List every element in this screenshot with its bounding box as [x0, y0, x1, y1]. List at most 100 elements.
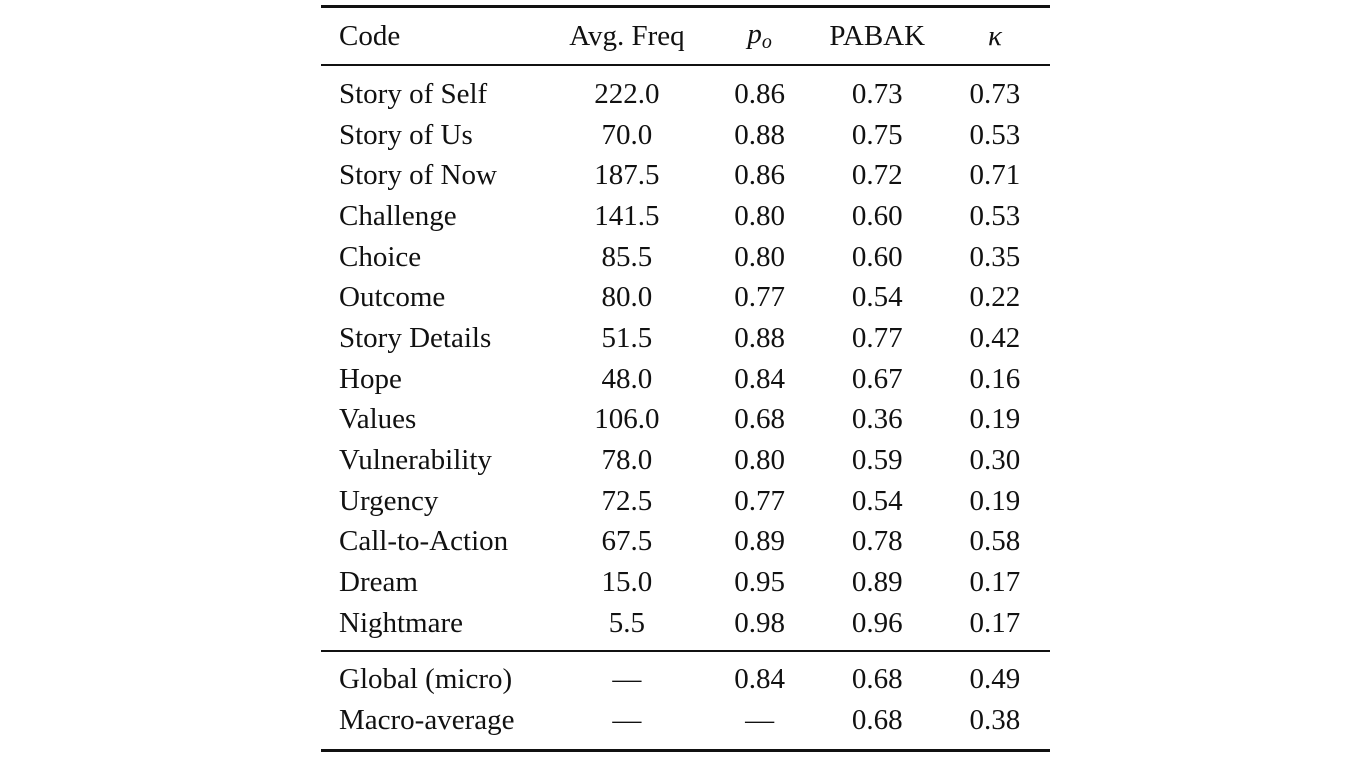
cell-kappa: 0.73 [969, 77, 1021, 110]
cell-pabak: 0.96 [851, 606, 903, 639]
cell-avg-freq: 78.0 [601, 444, 653, 477]
cell-pabak: 0.54 [851, 484, 903, 517]
header-code: Code [339, 19, 401, 52]
cell-pabak: 0.68 [851, 663, 903, 696]
cell-code: Macro-average [339, 704, 515, 737]
cell-pabak: 0.60 [851, 199, 903, 232]
cell-kappa: 0.17 [969, 566, 1021, 599]
cell-po: 0.98 [734, 606, 785, 639]
cell-po: 0.84 [734, 663, 785, 696]
cell-avg-freq: 51.5 [601, 321, 653, 354]
cell-po: 0.84 [734, 362, 785, 395]
cell-avg-freq: 5.5 [608, 606, 646, 639]
cell-po: 0.80 [734, 199, 785, 232]
cell-avg-freq: — [612, 704, 642, 737]
cell-po: — [745, 704, 775, 737]
cell-code: Dream [339, 566, 418, 599]
cell-pabak: 0.36 [851, 403, 903, 436]
cell-avg-freq: 222.0 [594, 77, 660, 110]
cell-kappa: 0.22 [969, 281, 1021, 314]
table-header: Code Avg. Freq po PABAK κ [321, 6, 1050, 66]
cell-code: Story Details [339, 321, 492, 354]
cell-po: 0.95 [734, 566, 785, 599]
cell-code: Urgency [339, 484, 439, 517]
cell-po: 0.88 [734, 118, 785, 151]
cell-pabak: 0.68 [851, 704, 903, 737]
cell-kappa: 0.71 [969, 159, 1021, 192]
summary-row: Macro-average — — 0.68 0.38 [321, 700, 1050, 750]
table-row: Hope 48.0 0.84 0.67 0.16 [321, 359, 1050, 400]
cell-code: Choice [339, 240, 422, 273]
cell-po: 0.80 [734, 240, 785, 273]
cell-avg-freq: 141.5 [594, 199, 660, 232]
header-po-base: p [747, 18, 762, 50]
cell-avg-freq: 15.0 [601, 566, 653, 599]
table-summary: Global (micro) — 0.84 0.68 0.49 Macro-average… [321, 650, 1050, 751]
cell-kappa: 0.53 [969, 118, 1021, 151]
table-row: Dream 15.0 0.95 0.89 0.17 [321, 562, 1050, 603]
cell-kappa: 0.19 [969, 403, 1021, 436]
cell-kappa: 0.58 [969, 525, 1021, 558]
table-row: Story of Us 70.0 0.88 0.75 0.53 [321, 115, 1050, 156]
table-row: Story Details 51.5 0.88 0.77 0.42 [321, 318, 1050, 359]
cell-pabak: 0.72 [851, 159, 903, 192]
cell-code: Challenge [339, 199, 457, 232]
header-pabak: PABAK [829, 19, 926, 52]
header-kappa: κ [987, 19, 1002, 52]
cell-avg-freq: 80.0 [601, 281, 653, 314]
cell-pabak: 0.59 [851, 444, 903, 477]
cell-code: Nightmare [339, 606, 464, 639]
cell-po: 0.77 [734, 281, 785, 314]
cell-pabak: 0.75 [851, 118, 903, 151]
agreement-table: Code Avg. Freq po PABAK κ Story of Self 2… [321, 5, 1050, 752]
cell-pabak: 0.78 [851, 525, 903, 558]
cell-po: 0.80 [734, 444, 785, 477]
cell-code: Call-to-Action [339, 525, 509, 558]
cell-code: Global (micro) [339, 663, 513, 696]
cell-kappa: 0.38 [969, 704, 1021, 737]
table-row: Call-to-Action 67.5 0.89 0.78 0.58 [321, 522, 1050, 563]
summary-row: Global (micro) — 0.84 0.68 0.49 [321, 651, 1050, 701]
header-po-subscript: o [761, 31, 772, 53]
cell-kappa: 0.16 [969, 362, 1021, 395]
cell-po: 0.86 [734, 77, 785, 110]
table-body: Story of Self 222.0 0.86 0.73 0.73 Story of U… [321, 65, 1050, 651]
cell-kappa: 0.49 [969, 663, 1021, 696]
cell-avg-freq: — [612, 663, 642, 696]
header-po: po [705, 7, 815, 66]
cell-pabak: 0.89 [851, 566, 903, 599]
table-row: Urgency 72.5 0.77 0.54 0.19 [321, 481, 1050, 522]
cell-code: Story of Now [339, 159, 497, 192]
cell-kappa: 0.35 [969, 240, 1021, 273]
table-row: Story of Now 187.5 0.86 0.72 0.71 [321, 155, 1050, 196]
cell-kappa: 0.42 [969, 321, 1021, 354]
table-row: Challenge 141.5 0.80 0.60 0.53 [321, 196, 1050, 237]
cell-kappa: 0.17 [969, 606, 1021, 639]
cell-avg-freq: 85.5 [601, 240, 653, 273]
table-row: Story of Self 222.0 0.86 0.73 0.73 [321, 65, 1050, 115]
cell-avg-freq: 187.5 [594, 159, 660, 192]
cell-po: 0.88 [734, 321, 785, 354]
cell-kappa: 0.30 [969, 444, 1021, 477]
cell-avg-freq: 106.0 [594, 403, 660, 436]
cell-pabak: 0.54 [851, 281, 903, 314]
table-row: Outcome 80.0 0.77 0.54 0.22 [321, 277, 1050, 318]
cell-code: Story of Us [339, 118, 473, 151]
agreement-table-container: Code Avg. Freq po PABAK κ Story of Self 2… [321, 5, 1050, 752]
header-row: Code Avg. Freq po PABAK κ [321, 6, 1050, 66]
table-row: Nightmare 5.5 0.98 0.96 0.17 [321, 603, 1050, 651]
cell-avg-freq: 72.5 [601, 484, 653, 517]
cell-code: Values [339, 403, 417, 436]
table-row: Vulnerability 78.0 0.80 0.59 0.30 [321, 440, 1050, 481]
cell-po: 0.86 [734, 159, 785, 192]
cell-code: Hope [339, 362, 402, 395]
cell-avg-freq: 67.5 [601, 525, 653, 558]
cell-code: Story of Self [339, 77, 488, 110]
cell-po: 0.89 [734, 525, 785, 558]
table-row: Values 106.0 0.68 0.36 0.19 [321, 400, 1050, 441]
cell-pabak: 0.67 [851, 362, 903, 395]
cell-pabak: 0.73 [851, 77, 903, 110]
cell-pabak: 0.77 [851, 321, 903, 354]
cell-avg-freq: 70.0 [601, 118, 653, 151]
header-avg-freq: Avg. Freq [569, 19, 685, 52]
